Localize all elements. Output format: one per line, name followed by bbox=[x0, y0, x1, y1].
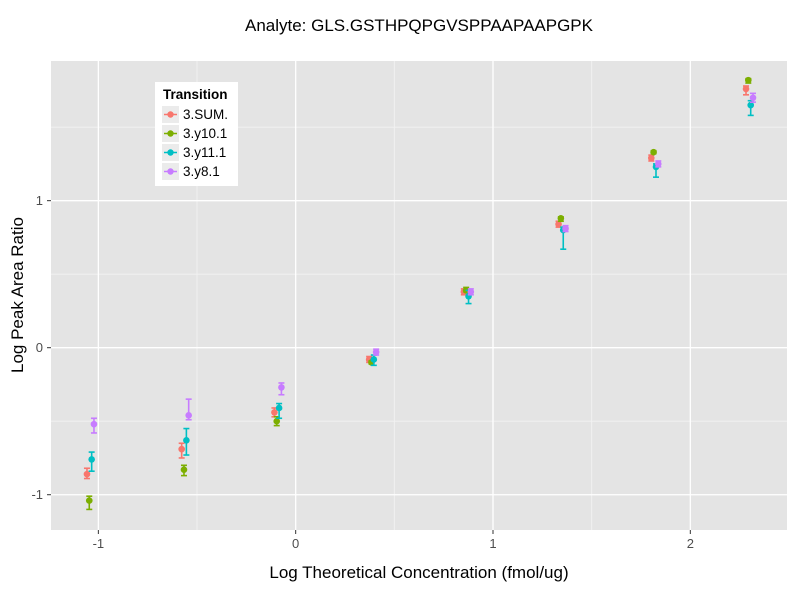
svg-text:-1: -1 bbox=[31, 487, 43, 502]
svg-text:1: 1 bbox=[489, 536, 496, 551]
legend-item-label: 3.y10.1 bbox=[183, 126, 228, 141]
svg-text:0: 0 bbox=[292, 536, 299, 551]
pointrange-key-icon bbox=[162, 125, 179, 142]
legend-item-label: 3.y8.1 bbox=[183, 164, 220, 179]
svg-text:1: 1 bbox=[36, 193, 43, 208]
legend-item: 3.y11.1 bbox=[162, 143, 228, 162]
legend-item: 3.SUM. bbox=[162, 105, 228, 124]
chart-title: Analyte: GLS.GSTHPQPGVSPPAAPAAPGPK bbox=[244, 16, 593, 35]
pointrange-key-icon bbox=[162, 163, 179, 180]
pointrange-key-icon bbox=[162, 106, 179, 123]
legend: Transition 3.SUM. 3.y10.1 3.y11.1 3.y8.1 bbox=[155, 82, 239, 186]
legend-item-label: 3.SUM. bbox=[183, 107, 229, 122]
legend-title: Transition bbox=[163, 87, 228, 102]
legend-item: 3.y10.1 bbox=[162, 124, 228, 143]
legend-item: 3.y8.1 bbox=[162, 162, 228, 181]
svg-text:0: 0 bbox=[36, 340, 43, 355]
x-axis-title: Log Theoretical Concentration (fmol/ug) bbox=[269, 563, 569, 582]
pointrange-key-icon bbox=[162, 144, 179, 161]
legend-items: 3.SUM. 3.y10.1 3.y11.1 3.y8.1 bbox=[162, 105, 228, 181]
svg-text:-1: -1 bbox=[93, 536, 105, 551]
legend-item-label: 3.y11.1 bbox=[183, 145, 227, 160]
svg-text:2: 2 bbox=[687, 536, 694, 551]
